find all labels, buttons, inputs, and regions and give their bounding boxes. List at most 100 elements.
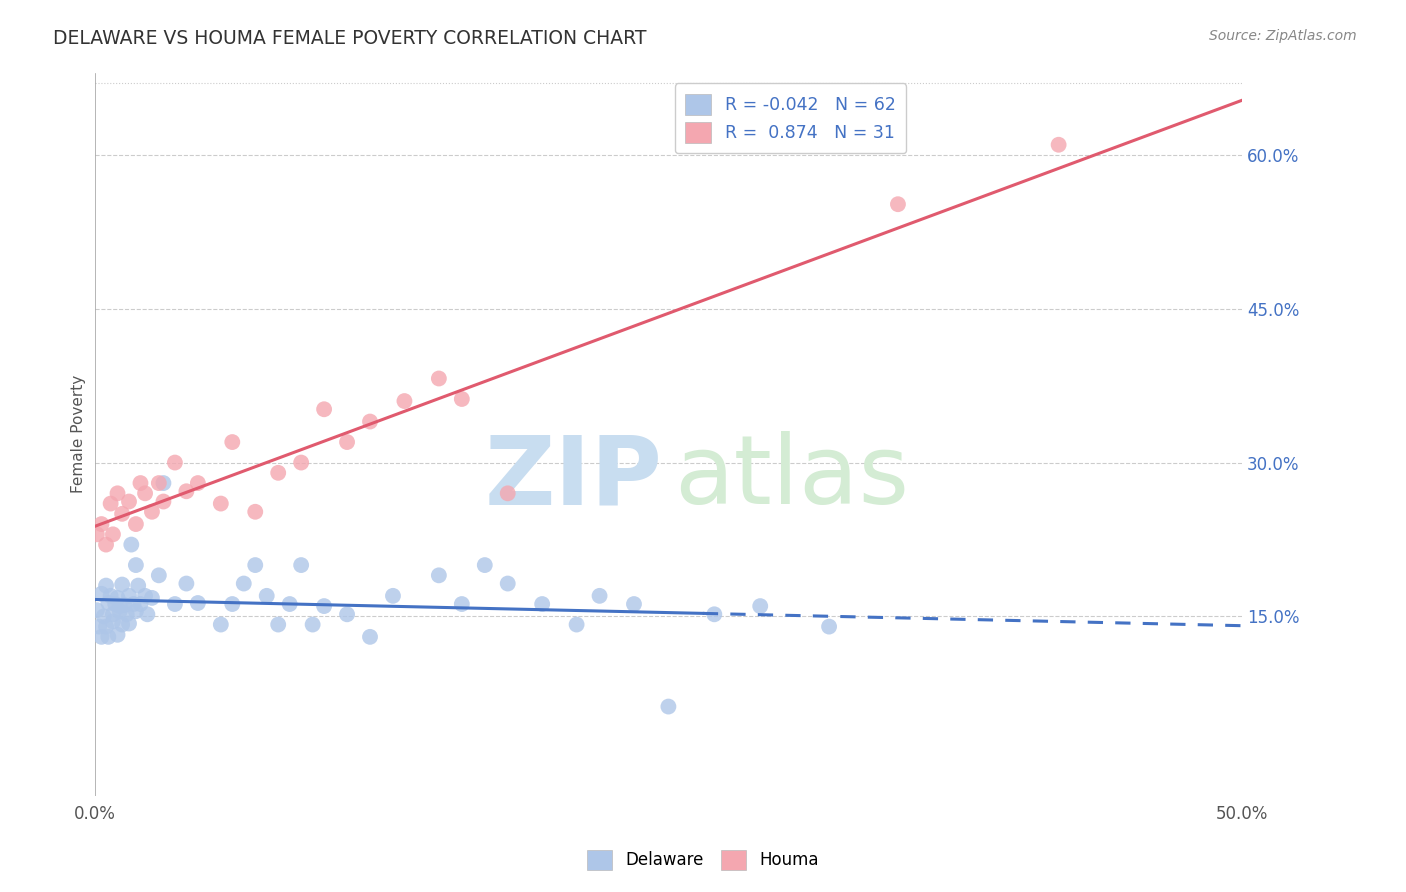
Point [104, 597, 127, 611]
Point [108, 604, 131, 618]
Point [887, 197, 910, 211]
Point [256, 589, 278, 603]
Point [209, 617, 232, 632]
Point [136, 607, 159, 622]
Point [101, 615, 124, 629]
Point [290, 558, 312, 573]
Point [100, 589, 122, 603]
Point [267, 617, 290, 632]
Point [125, 517, 148, 532]
Point [94, 578, 117, 592]
Point [118, 494, 141, 508]
Y-axis label: Female Poverty: Female Poverty [72, 376, 86, 493]
Point [245, 558, 267, 573]
Text: ZIP: ZIP [485, 431, 662, 524]
Legend: Delaware, Houma: Delaware, Houma [581, 843, 825, 877]
Point [1047, 137, 1070, 152]
Point [107, 486, 129, 500]
Point [176, 484, 198, 499]
Point [94, 538, 117, 552]
Point [221, 597, 243, 611]
Point [221, 435, 243, 450]
Point [115, 607, 138, 622]
Point [152, 494, 174, 508]
Point [176, 576, 198, 591]
Point [118, 616, 141, 631]
Point [125, 604, 148, 618]
Point [134, 486, 156, 500]
Point [111, 617, 134, 632]
Point [336, 607, 359, 622]
Point [90, 587, 112, 601]
Point [187, 596, 209, 610]
Point [141, 505, 163, 519]
Point [427, 568, 450, 582]
Point [209, 497, 232, 511]
Point [93, 609, 115, 624]
Point [818, 619, 841, 633]
Point [749, 599, 772, 613]
Point [141, 591, 163, 605]
Point [565, 617, 588, 632]
Point [90, 630, 112, 644]
Point [301, 617, 323, 632]
Point [278, 597, 301, 611]
Point [101, 527, 124, 541]
Point [267, 466, 290, 480]
Point [314, 402, 336, 417]
Point [245, 505, 267, 519]
Point [496, 576, 519, 591]
Point [148, 476, 170, 491]
Point [111, 507, 134, 521]
Point [129, 476, 152, 491]
Point [94, 619, 117, 633]
Text: DELAWARE VS HOUMA FEMALE POVERTY CORRELATION CHART: DELAWARE VS HOUMA FEMALE POVERTY CORRELA… [53, 29, 647, 47]
Point [450, 597, 472, 611]
Point [394, 394, 416, 409]
Point [120, 538, 142, 552]
Point [450, 392, 472, 406]
Point [90, 517, 112, 532]
Point [152, 476, 174, 491]
Point [108, 599, 131, 613]
Point [187, 476, 209, 491]
Point [127, 578, 149, 592]
Point [129, 597, 152, 611]
Point [381, 589, 404, 603]
Point [588, 589, 610, 603]
Text: Source: ZipAtlas.com: Source: ZipAtlas.com [1209, 29, 1357, 43]
Text: atlas: atlas [673, 431, 910, 524]
Point [107, 628, 129, 642]
Point [112, 598, 135, 612]
Point [125, 558, 148, 573]
Point [531, 597, 554, 611]
Point [359, 415, 381, 429]
Point [148, 568, 170, 582]
Point [163, 456, 186, 470]
Point [657, 699, 679, 714]
Point [118, 589, 141, 603]
Point [232, 576, 254, 591]
Point [97, 596, 120, 610]
Point [86, 527, 108, 541]
Point [623, 597, 645, 611]
Point [89, 619, 111, 633]
Point [111, 577, 134, 591]
Point [163, 597, 186, 611]
Point [290, 456, 312, 470]
Point [97, 630, 120, 644]
Point [134, 589, 156, 603]
Point [122, 597, 145, 611]
Point [101, 607, 124, 622]
Point [314, 599, 336, 613]
Point [107, 591, 129, 605]
Point [496, 486, 519, 500]
Point [703, 607, 725, 622]
Point [474, 558, 496, 573]
Point [100, 497, 122, 511]
Point [427, 371, 450, 385]
Legend: R = -0.042   N = 62, R =  0.874   N = 31: R = -0.042 N = 62, R = 0.874 N = 31 [675, 83, 907, 153]
Point [86, 603, 108, 617]
Point [336, 435, 359, 450]
Point [359, 630, 381, 644]
